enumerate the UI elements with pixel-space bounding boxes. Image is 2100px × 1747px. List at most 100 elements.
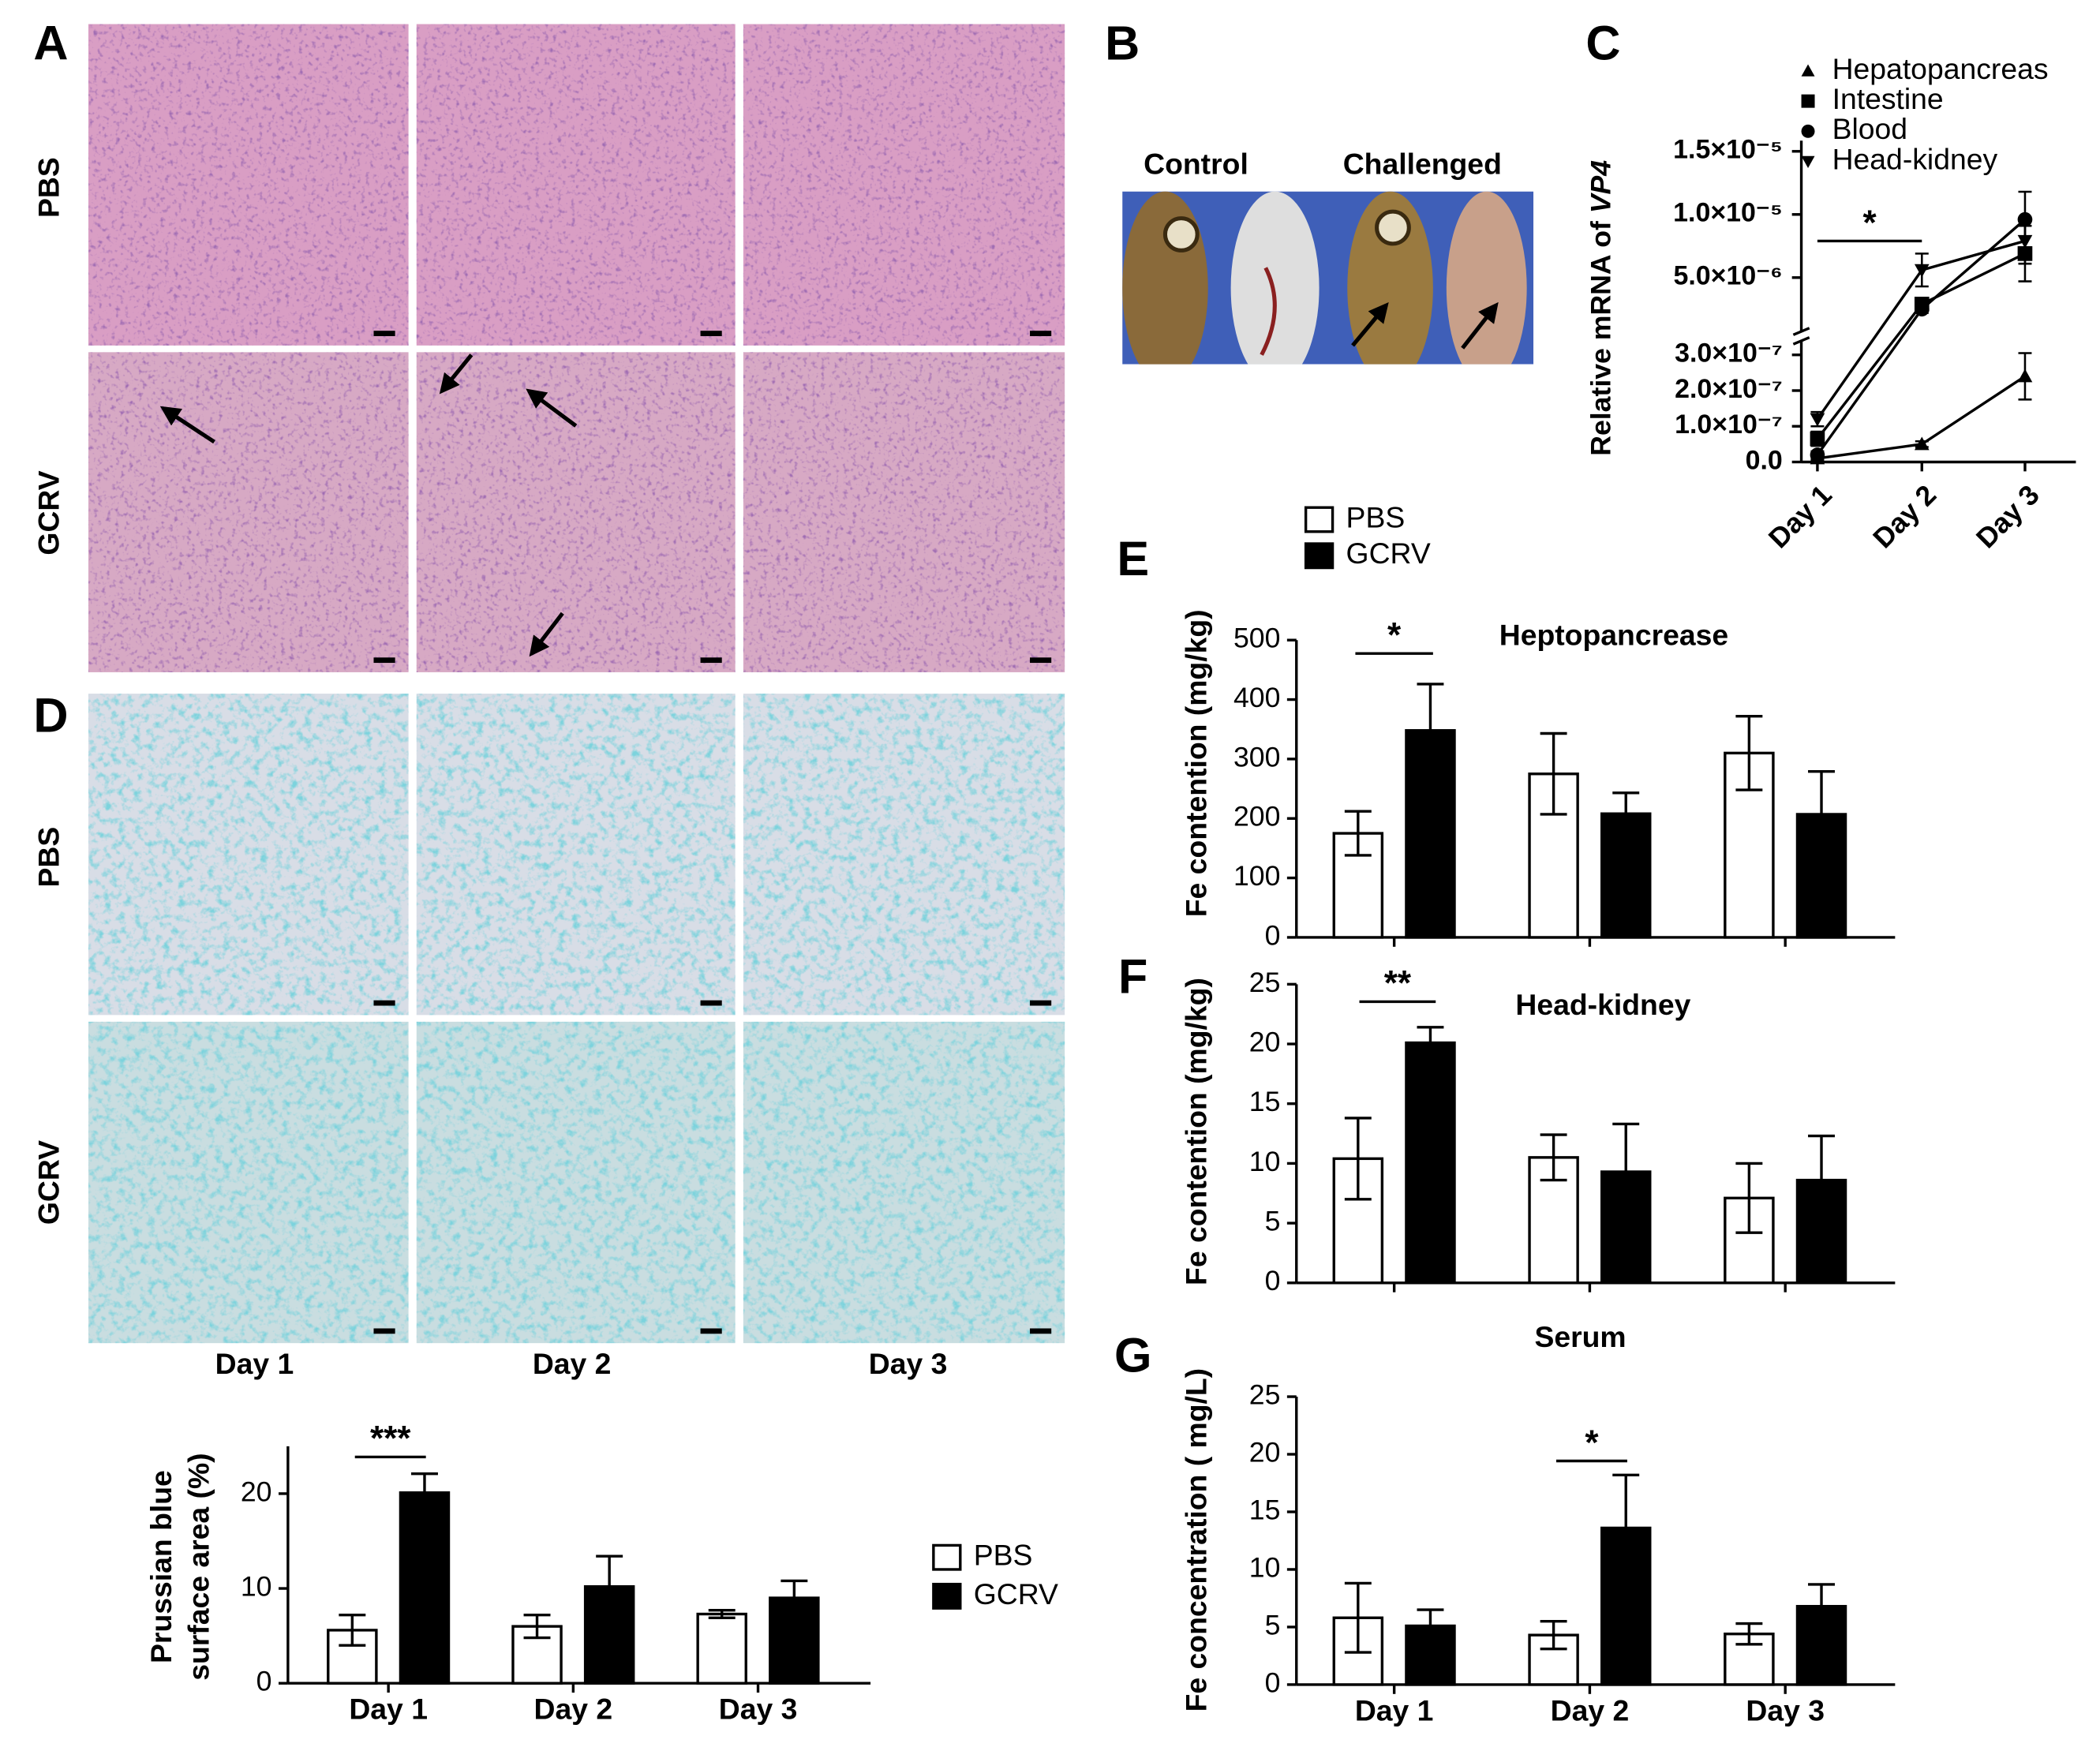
bar xyxy=(696,1612,747,1685)
micrograph-texture xyxy=(88,24,409,346)
panel-label: C xyxy=(1585,17,1620,70)
x-tick-label: Day 3 xyxy=(1970,479,2046,555)
error-bar xyxy=(523,1626,551,1640)
y-tick-label: 25 xyxy=(1249,967,1281,998)
panel-label: D xyxy=(33,688,68,742)
y-tick-label: 1.0×10⁻⁷ xyxy=(1675,410,1783,440)
scale-bar xyxy=(1030,331,1052,336)
error-bar xyxy=(1612,1172,1640,1221)
y-tick-label: 400 xyxy=(1233,682,1280,713)
y-tick-label: 25 xyxy=(1249,1379,1281,1410)
y-tick-label: 0 xyxy=(1265,919,1281,951)
y-tick-label: 0 xyxy=(1265,1265,1281,1296)
arrow xyxy=(159,406,215,444)
legend-label: Head-kidney xyxy=(1832,142,1998,175)
marker xyxy=(1801,155,1815,168)
micrograph-texture xyxy=(416,24,736,346)
significance: * xyxy=(1863,204,1877,242)
scale-bar xyxy=(1030,1000,1052,1006)
legend-swatch xyxy=(1304,542,1334,570)
column-label: Day 1 xyxy=(215,1347,294,1380)
axis-break xyxy=(1792,327,1810,336)
marker xyxy=(1914,264,1930,278)
micrograph-texture xyxy=(416,1021,736,1344)
bar xyxy=(1405,1041,1456,1285)
error-bar xyxy=(1808,1180,1835,1226)
error-bar xyxy=(1808,814,1835,859)
scale-bar xyxy=(373,331,395,336)
scale-bar xyxy=(700,331,722,336)
marker xyxy=(1914,301,1930,317)
micrograph-texture xyxy=(743,1021,1065,1344)
bar xyxy=(1795,1604,1847,1686)
marker xyxy=(1801,124,1815,138)
legend-label: PBS xyxy=(1346,500,1406,533)
row-label: PBS xyxy=(32,157,65,218)
marker xyxy=(2017,368,2033,383)
y-tick-label: 0 xyxy=(1265,1667,1281,1698)
error-bar xyxy=(1735,1633,1763,1646)
x-tick-label: Day 2 xyxy=(1867,479,1943,555)
scale-bar xyxy=(373,657,395,664)
legend-label: Intestine xyxy=(1832,82,1944,115)
y-tick-label: 1.0×10⁻⁵ xyxy=(1673,198,1783,228)
photo xyxy=(1122,191,1534,365)
arrow xyxy=(439,354,474,395)
error-bar xyxy=(1540,1157,1567,1182)
panel-label: G xyxy=(1114,1329,1152,1382)
row-label: GCRV xyxy=(32,1140,65,1225)
y-tick-label: 3.0×10⁻⁷ xyxy=(1675,339,1783,368)
significance: ** xyxy=(1384,964,1412,1003)
significance: *** xyxy=(370,1420,411,1458)
legend-label: PBS xyxy=(974,1539,1033,1572)
scale-bar xyxy=(700,1328,722,1334)
y-tick-label: 15 xyxy=(1249,1086,1281,1117)
legend-swatch xyxy=(932,1543,962,1571)
y-tick-label: 200 xyxy=(1233,801,1280,832)
panel-label: B xyxy=(1105,17,1140,70)
arrow xyxy=(526,388,578,428)
scale-bar xyxy=(1030,657,1052,664)
micrograph-texture xyxy=(88,694,409,1016)
error-bar xyxy=(1417,1625,1444,1644)
y-tick-label: 20 xyxy=(1249,1436,1281,1468)
micrograph-texture xyxy=(416,352,736,672)
photo-label: Challenged xyxy=(1343,147,1502,180)
scale-bar xyxy=(373,1000,395,1006)
axis-break xyxy=(1792,336,1810,346)
marker xyxy=(2017,234,2033,249)
y-tick-label: 2.0×10⁻⁷ xyxy=(1675,374,1783,404)
y-axis-label-part: Relative mRNA of xyxy=(1585,213,1617,456)
y-tick-label: 5 xyxy=(1265,1206,1281,1237)
micrograph-texture xyxy=(743,352,1065,672)
y-tick-label: 15 xyxy=(1249,1494,1281,1525)
error-bar xyxy=(1735,1198,1763,1234)
error-bar xyxy=(1735,753,1763,791)
y-tick-label: 10 xyxy=(241,1570,272,1602)
legend-label: Hepatopancreas xyxy=(1832,52,2049,85)
error-bar xyxy=(1540,1635,1567,1651)
error-bar xyxy=(1344,1158,1372,1201)
marker xyxy=(1801,94,1815,108)
legend-swatch xyxy=(1304,506,1334,533)
x-tick-label: Day 1 xyxy=(1762,479,1838,555)
x-tick-label: Day 2 xyxy=(1551,1693,1630,1726)
bar xyxy=(1528,1633,1579,1686)
marker xyxy=(1914,436,1930,451)
column-label: Day 2 xyxy=(533,1347,612,1380)
photo-label: Control xyxy=(1144,147,1248,180)
panel-label: E xyxy=(1117,532,1149,585)
panel-label: F xyxy=(1118,949,1147,1003)
y-tick-label: 300 xyxy=(1233,741,1280,772)
y-tick-label: 500 xyxy=(1233,623,1280,654)
x-tick-label: Day 1 xyxy=(349,1693,428,1726)
x-tick-label: Day 1 xyxy=(1355,1693,1434,1726)
y-axis-label-part: VP4 xyxy=(1585,160,1617,214)
bar xyxy=(1600,1170,1652,1285)
error-bar xyxy=(1808,1606,1835,1630)
y-tick-label: 10 xyxy=(1249,1551,1281,1583)
scale-bar xyxy=(700,1000,722,1006)
legend-swatch xyxy=(932,1582,962,1610)
arrow xyxy=(529,612,564,657)
